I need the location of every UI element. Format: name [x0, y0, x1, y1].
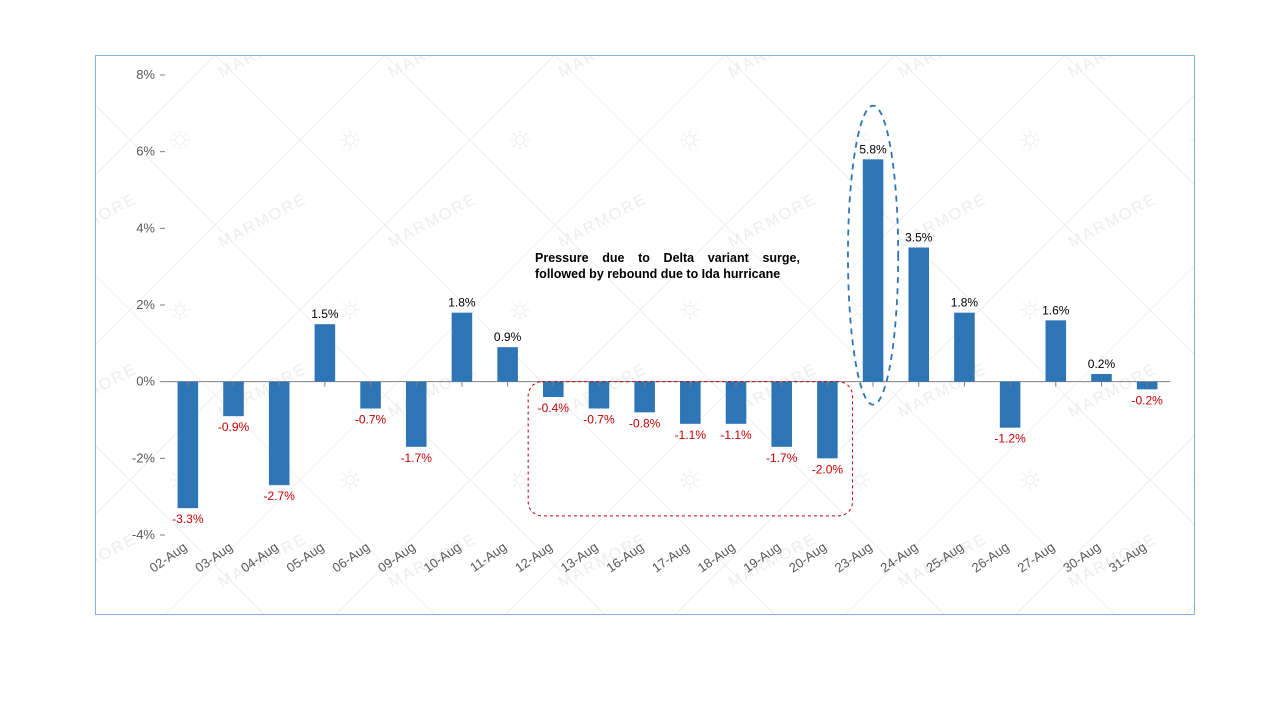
watermark-text: MARMORE — [386, 55, 480, 81]
bar — [1091, 374, 1112, 382]
watermark-text: MARMORE — [896, 55, 990, 81]
y-tick-label: 2% — [136, 297, 155, 312]
watermark-text: MARMORE — [95, 55, 140, 81]
watermark-text: MARMORE — [1066, 55, 1160, 81]
bar-value-label: 3.5% — [905, 231, 933, 245]
bar — [954, 313, 975, 382]
bar — [726, 382, 747, 424]
bar-value-label: -0.2% — [1131, 393, 1163, 407]
y-tick-label: -2% — [132, 450, 156, 465]
bar-value-label: -1.1% — [720, 428, 752, 442]
bar-value-label: 1.8% — [951, 296, 979, 310]
bar — [863, 159, 884, 381]
bar — [178, 382, 199, 509]
watermark-text: MARMORE — [216, 55, 310, 81]
daily-change-bar-chart: MARMORE MARMORE MARMORE MARMORE MARMORE MARMO… — [95, 55, 1195, 615]
x-category-label: 18-Aug — [695, 539, 738, 575]
bar-value-label: -2.0% — [812, 462, 844, 476]
bar — [680, 382, 701, 424]
y-tick-label: 6% — [136, 144, 155, 159]
y-tick-label: 4% — [136, 220, 155, 235]
y-tick-label: 0% — [136, 374, 155, 389]
watermark-text: MARMORE — [556, 55, 650, 81]
x-category-label: 23-Aug — [832, 539, 875, 575]
x-category-label: 02-Aug — [147, 539, 190, 575]
x-category-label: 12-Aug — [512, 539, 555, 575]
bar — [1000, 382, 1021, 428]
bar — [771, 382, 792, 447]
bar-value-label: -2.7% — [264, 489, 296, 503]
x-category-label: 06-Aug — [329, 539, 372, 575]
chart-border — [96, 56, 1195, 615]
bar-value-label: -0.7% — [583, 413, 615, 427]
bar-value-label: -0.8% — [629, 416, 661, 430]
watermark-text: MARMORE — [726, 191, 820, 252]
watermark-text: MARMORE — [95, 191, 140, 252]
chart-svg: MARMORE MARMORE MARMORE MARMORE MARMORE MARMO… — [95, 55, 1195, 615]
watermark-layer: MARMORE MARMORE MARMORE MARMORE MARMORE MARMO… — [95, 55, 1195, 615]
bar-value-label: 1.8% — [448, 296, 476, 310]
bar — [1046, 320, 1067, 381]
watermark-text: MARMORE — [556, 191, 650, 252]
bar-value-label: 0.9% — [494, 330, 522, 344]
bar-value-label: 1.5% — [311, 307, 339, 321]
bar — [315, 324, 336, 382]
watermark-text: MARMORE — [95, 361, 140, 422]
watermark-text: MARMORE — [726, 55, 820, 81]
page: { "chart": { "type": "bar", "frame": { "… — [0, 0, 1280, 720]
bar — [908, 248, 929, 382]
bar-value-label: -1.7% — [766, 451, 798, 465]
bar-value-label: -1.2% — [994, 432, 1026, 446]
bar — [452, 313, 473, 382]
bar — [269, 382, 290, 486]
bar-value-label: 0.2% — [1088, 357, 1116, 371]
bar-value-label: -0.4% — [538, 401, 570, 415]
watermark-text: MARMORE — [1066, 191, 1160, 252]
y-tick-label: 8% — [136, 67, 155, 82]
x-category-label: 27-Aug — [1015, 539, 1058, 575]
bar-value-label: -0.7% — [355, 413, 387, 427]
bar-value-label: -1.7% — [401, 451, 433, 465]
bar-value-label: 1.6% — [1042, 303, 1070, 317]
bar — [497, 347, 518, 382]
bar — [817, 382, 838, 459]
bar-value-label: -0.9% — [218, 420, 250, 434]
watermark-text: MARMORE — [216, 191, 310, 252]
bar-value-label: -1.1% — [675, 428, 707, 442]
bar-value-label: 5.8% — [859, 142, 887, 156]
annotation-text: Pressure due to Delta variant surge, fol… — [535, 251, 800, 282]
bar — [223, 382, 244, 417]
x-category-label: 17-Aug — [649, 539, 692, 575]
bar — [406, 382, 427, 447]
y-tick-label: -4% — [132, 527, 156, 542]
watermark-text: MARMORE — [386, 191, 480, 252]
bar-value-label: -3.3% — [172, 512, 204, 526]
